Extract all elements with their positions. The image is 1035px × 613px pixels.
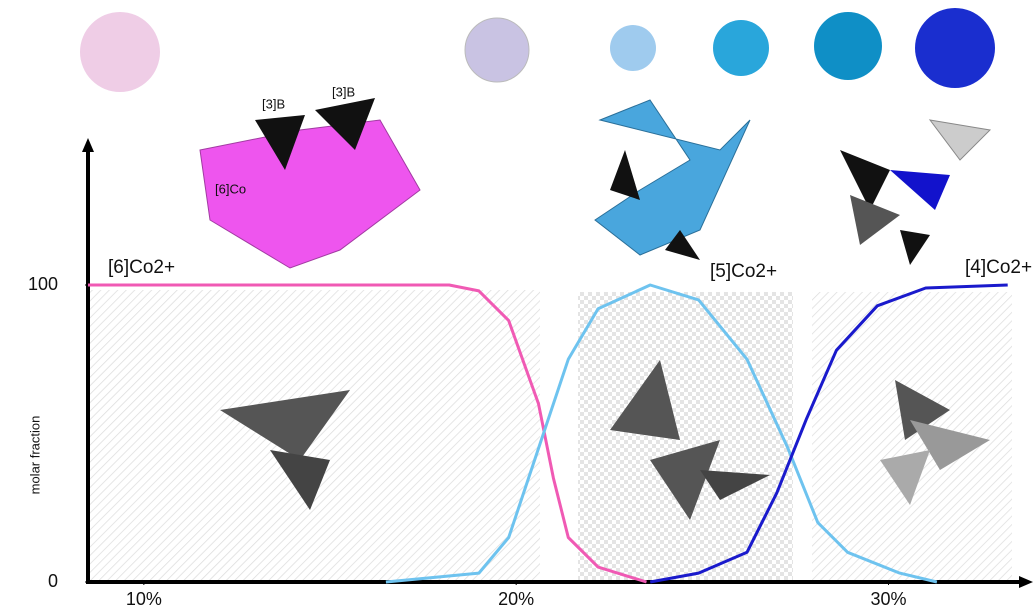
- tetrahedron: [270, 450, 330, 510]
- tetrahedron: [840, 150, 890, 210]
- sample-disk: [80, 12, 160, 92]
- sample-disks: [80, 8, 995, 92]
- y-tick-label: 0: [48, 571, 58, 591]
- x-tick-label: 20%: [498, 589, 534, 608]
- backgrounds: [90, 290, 1012, 580]
- annotation: [6]Co: [215, 181, 246, 196]
- sample-disk: [713, 20, 769, 76]
- tetrahedron: [315, 98, 375, 150]
- y-axis-label: molar fraction: [27, 416, 42, 495]
- tetrahedron: [880, 450, 930, 505]
- annotation: [3]B: [262, 96, 285, 111]
- annotation: [3]B: [332, 84, 355, 99]
- tetrahedron: [220, 390, 350, 460]
- polyhedra: [594, 99, 751, 256]
- series-label: [5]Co2+: [710, 261, 777, 282]
- sample-disk: [464, 17, 530, 83]
- tetrahedron: [700, 470, 770, 500]
- series-line: [385, 283, 938, 584]
- sample-disk: [915, 8, 995, 88]
- x-tick-label: 30%: [870, 589, 906, 608]
- x-axis-arrow: [1019, 576, 1033, 588]
- sample-disk: [610, 25, 656, 71]
- structures: [199, 98, 992, 520]
- tetrahedron: [665, 230, 700, 260]
- tetrahedron: [910, 420, 990, 470]
- series-label: [6]Co2+: [108, 257, 175, 278]
- series-label: [4]Co2+: [965, 257, 1032, 278]
- tetrahedron: [900, 230, 930, 265]
- y-axis-arrow: [82, 138, 94, 152]
- series-line: [88, 283, 647, 584]
- tetrahedron: [850, 195, 900, 245]
- tetrahedron: [610, 150, 640, 200]
- x-tick-label: 10%: [126, 589, 162, 608]
- tetrahedron: [610, 360, 680, 440]
- series-line: [649, 283, 1008, 584]
- tetrahedron: [895, 380, 950, 440]
- octahedra: [199, 119, 421, 269]
- tetrahedron: [650, 440, 720, 520]
- sample-disk: [814, 12, 882, 80]
- tetrahedron: [890, 170, 950, 210]
- tetrahedron: [928, 119, 992, 161]
- y-tick-label: 100: [28, 274, 58, 294]
- region-shading: [812, 292, 1012, 580]
- tetrahedron: [255, 115, 305, 170]
- region-shading: [578, 292, 793, 580]
